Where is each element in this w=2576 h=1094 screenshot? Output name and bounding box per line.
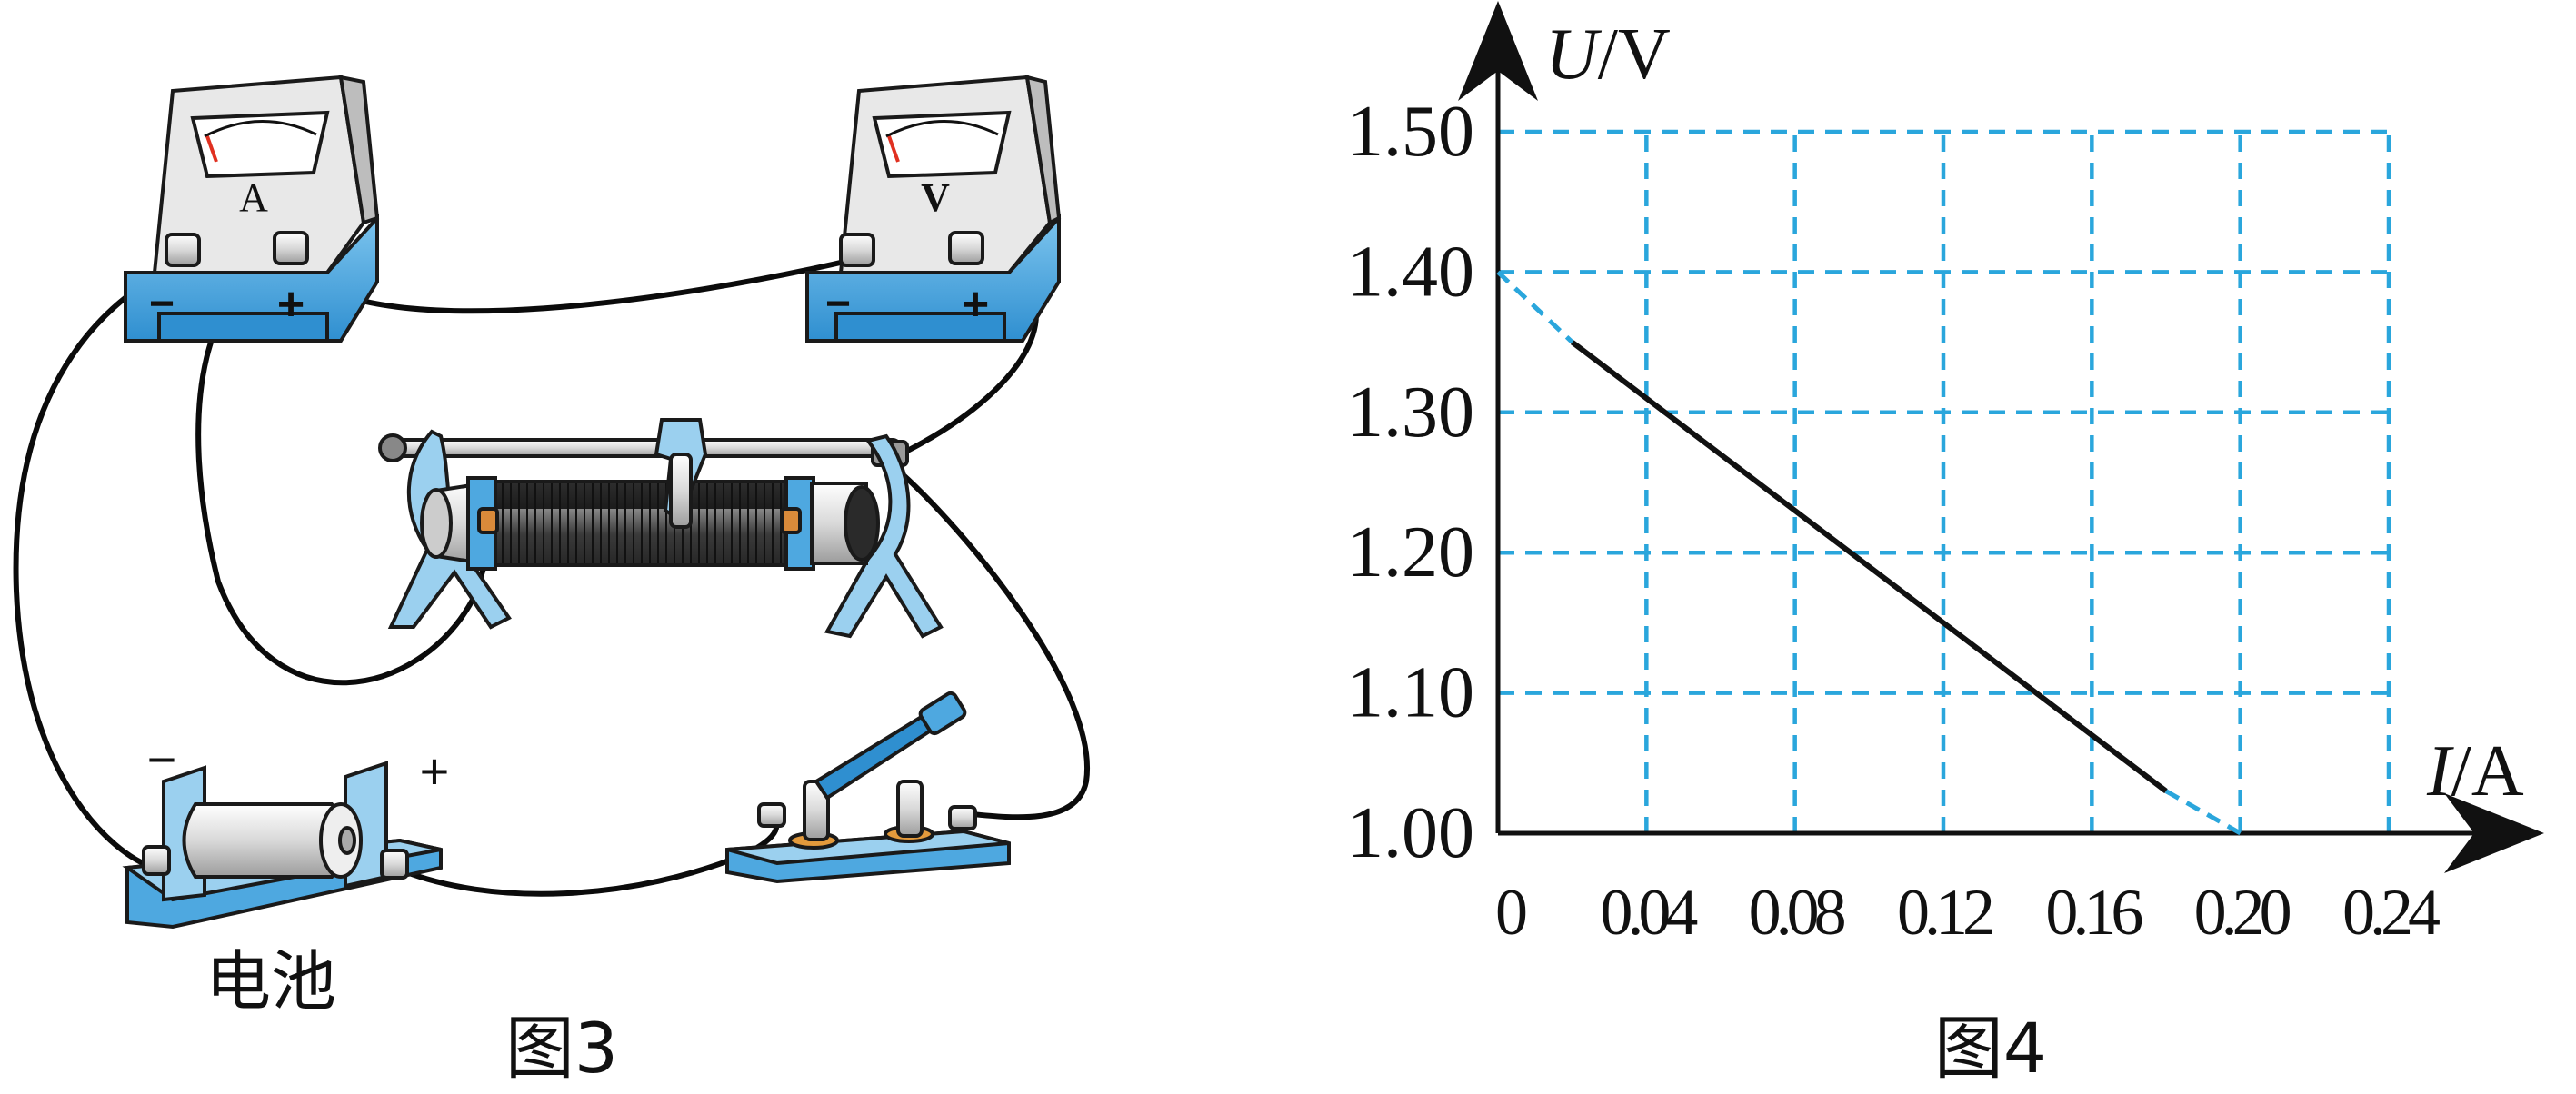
rheostat-left-terminal xyxy=(477,507,499,534)
y-tick-label: 1.10 xyxy=(1347,653,1474,733)
ammeter-terminal-minus xyxy=(165,233,201,267)
battery-terminal-minus xyxy=(142,845,171,876)
switch-terminal-left xyxy=(757,802,786,828)
battery-label: 电池 xyxy=(205,943,336,1019)
y-tick-label: 1.40 xyxy=(1347,232,1474,312)
wire-rheostat-to-switch xyxy=(893,465,1091,820)
y-tick-labels: 1.00 1.10 1.20 1.30 1.40 1.50 xyxy=(1347,92,1474,873)
y-tick-label: 1.20 xyxy=(1347,512,1474,592)
x-tick-label: 0.16 xyxy=(2045,876,2142,949)
ammeter-minus-sign: − xyxy=(149,280,175,328)
rheostat-right-terminal xyxy=(780,507,802,534)
switch-handle[interactable] xyxy=(918,691,967,736)
figure3-caption: 图3 xyxy=(505,1008,618,1089)
chart-grid xyxy=(1498,129,2391,833)
voltmeter: V − + xyxy=(805,75,1062,343)
battery-minus-sign: − xyxy=(147,731,177,788)
data-line xyxy=(1570,340,2168,794)
ammeter-plus-sign: + xyxy=(277,278,305,331)
chart-series xyxy=(1496,270,2242,836)
wire-ammeter-plus-to-voltmeter-minus xyxy=(297,256,859,314)
y-tick-label: 1.00 xyxy=(1347,793,1474,873)
battery-terminal-plus xyxy=(380,849,409,880)
x-tick-label: 0.20 xyxy=(2194,876,2291,949)
knife-switch xyxy=(725,691,1011,884)
y-tick-label: 1.50 xyxy=(1347,92,1474,172)
battery: − + 电池 xyxy=(122,731,450,1019)
rheostat-rod xyxy=(389,438,902,458)
battery-plus-sign: + xyxy=(420,742,450,800)
extrapolated-segment xyxy=(2164,789,2242,836)
x-tick-labels: 0 0.04 0.08 0.12 0.16 0.20 0.24 xyxy=(1495,876,2445,949)
wire-battery-to-switch xyxy=(393,812,780,897)
y-tick-label: 1.30 xyxy=(1347,373,1474,453)
ammeter-needle xyxy=(205,135,218,163)
switch-terminal-right xyxy=(948,805,977,830)
voltmeter-letter: V xyxy=(921,175,950,220)
x-tick-label: 0.24 xyxy=(2342,876,2440,949)
voltmeter-minus-sign: − xyxy=(825,280,851,328)
x-axis-label: I/A xyxy=(2426,731,2524,811)
x-tick-label: 0.04 xyxy=(1600,876,1697,949)
extrapolated-segment xyxy=(1496,270,1574,344)
voltmeter-plus-sign: + xyxy=(962,278,989,331)
y-axis-label: U/V xyxy=(1545,15,1671,94)
x-tick-label: 0.08 xyxy=(1749,876,1845,949)
rheostat xyxy=(378,418,944,639)
x-tick-label: 0.12 xyxy=(1897,876,1992,949)
ui-graph: U/V I/A 0 0.04 0.08 0.12 0.16 0.20 0.24 1.001.… xyxy=(1347,1,2544,1089)
x-tick-label: 0 xyxy=(1495,876,1526,949)
voltmeter-terminal-plus xyxy=(948,231,984,265)
voltmeter-terminal-minus xyxy=(839,233,875,267)
switch-contact-post xyxy=(896,780,924,838)
wire-ammeter-minus-to-battery xyxy=(13,261,185,870)
figure4-caption: 图4 xyxy=(1934,1008,2047,1089)
ammeter: A − + xyxy=(124,75,380,343)
ammeter-terminal-plus xyxy=(273,231,309,265)
rheostat-right-bracket xyxy=(824,433,944,639)
voltmeter-needle xyxy=(887,135,900,163)
circuit-figure: A − + V − + xyxy=(13,75,1091,1089)
ammeter-letter: A xyxy=(239,175,268,220)
rheostat-coil xyxy=(489,480,793,567)
